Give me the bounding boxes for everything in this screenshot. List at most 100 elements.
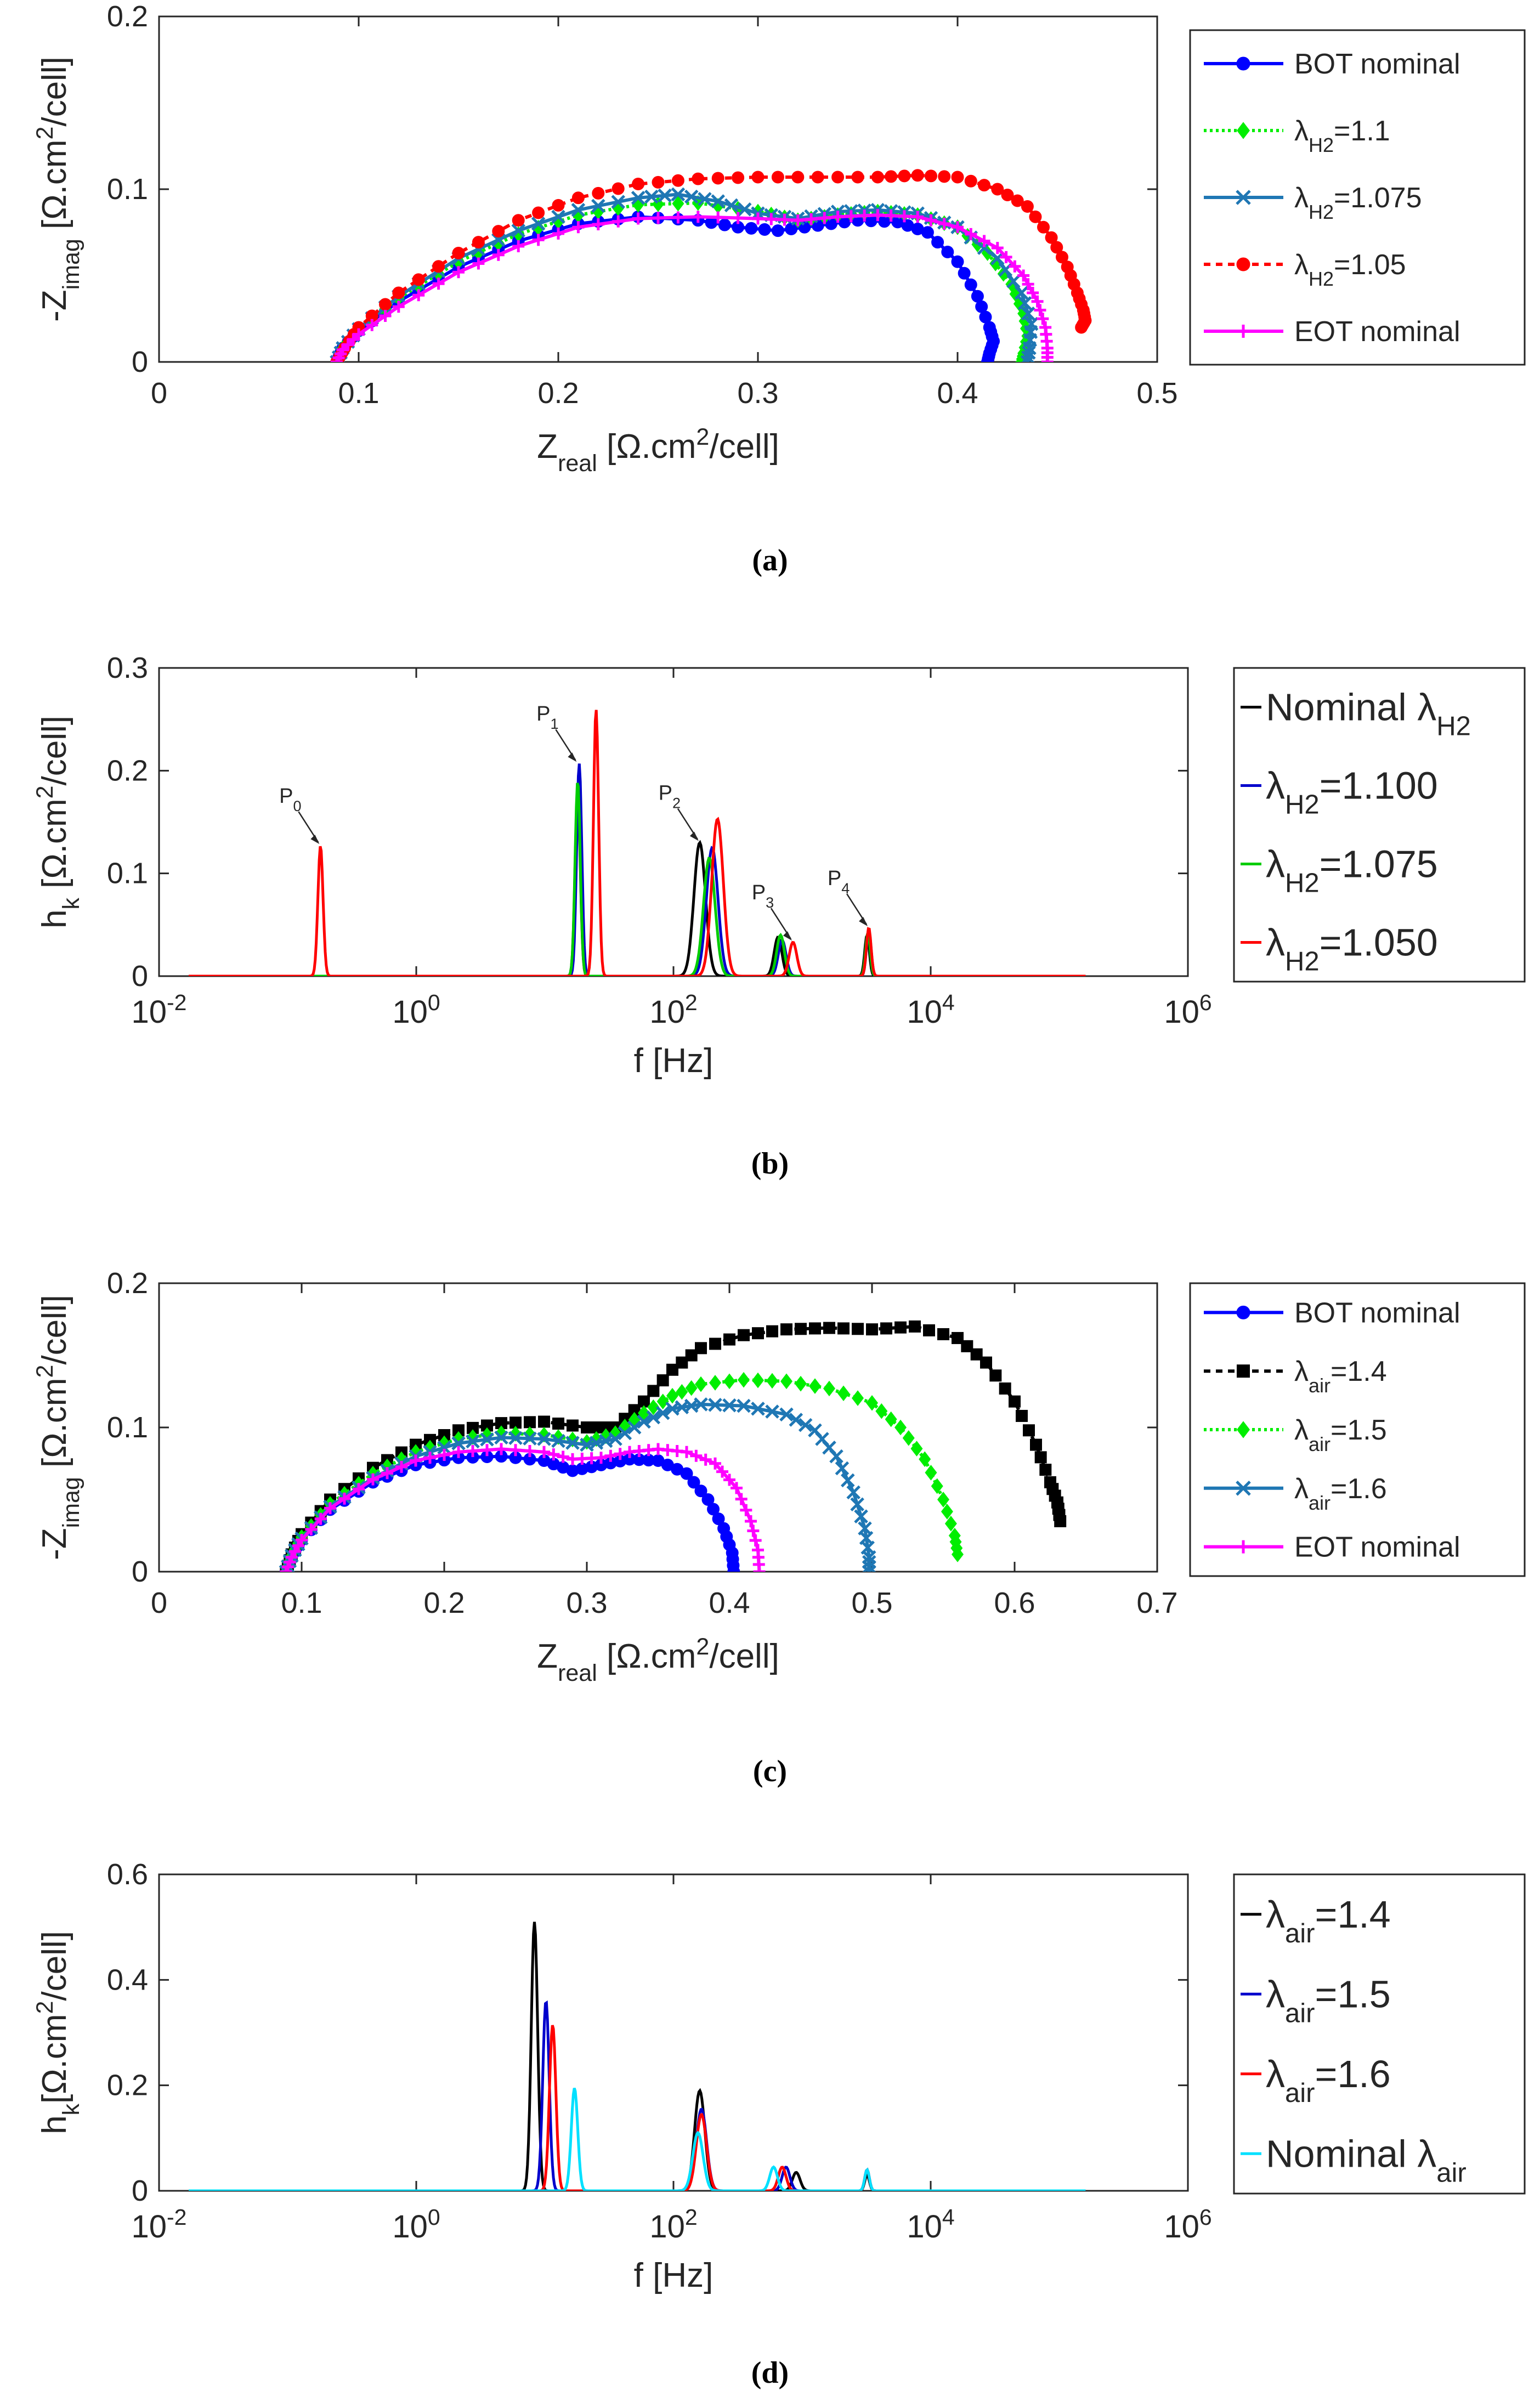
data-point bbox=[925, 1465, 937, 1481]
x-tick-label: 0.3 bbox=[566, 1586, 607, 1619]
data-point bbox=[1045, 231, 1058, 244]
data-point bbox=[581, 1434, 593, 1450]
x-tick-label: 10-2 bbox=[132, 990, 187, 1030]
data-point bbox=[432, 277, 445, 290]
data-point bbox=[1014, 286, 1029, 300]
data-point bbox=[353, 1483, 365, 1495]
data-point bbox=[676, 1384, 688, 1400]
y-tick-label: 0.1 bbox=[107, 1411, 148, 1444]
data-point bbox=[980, 1356, 992, 1369]
legend-label: λH2=1.050 bbox=[1266, 921, 1438, 977]
data-point bbox=[551, 209, 565, 224]
data-point bbox=[875, 1403, 888, 1419]
x-axis-label: Zreal [Ω.cm2/cell] bbox=[537, 1634, 779, 1686]
data-point bbox=[871, 171, 884, 184]
chart-a: 0 0.1 0.2 0.3 0.4 0.5 0 0.1 0.2 Zreal [Ω.cm2/cell… bbox=[32, 0, 1526, 577]
data-point bbox=[671, 174, 684, 187]
data-point bbox=[632, 178, 645, 191]
data-point bbox=[1039, 1464, 1052, 1476]
data-point bbox=[571, 191, 585, 205]
data-point bbox=[866, 1323, 878, 1336]
data-point bbox=[638, 1405, 650, 1421]
data-point bbox=[592, 218, 604, 231]
data-point bbox=[766, 1373, 778, 1389]
data-point bbox=[910, 1441, 923, 1457]
legend-box bbox=[1233, 1873, 1526, 2195]
annotation-label: P3 bbox=[752, 881, 774, 911]
data-point bbox=[532, 220, 545, 236]
data-point bbox=[438, 1448, 450, 1461]
data-point bbox=[923, 1324, 935, 1336]
data-point bbox=[718, 218, 731, 231]
data-point bbox=[831, 211, 844, 223]
x-tick-label: 106 bbox=[1164, 990, 1211, 1030]
data-point bbox=[779, 1407, 794, 1422]
data-point bbox=[565, 1436, 580, 1450]
data-point bbox=[937, 1492, 949, 1508]
data-point bbox=[567, 1419, 579, 1432]
data-point bbox=[999, 1382, 1011, 1395]
data-point bbox=[851, 171, 864, 184]
legend-marker bbox=[1236, 1305, 1250, 1319]
data-point bbox=[547, 1448, 560, 1461]
x-tick-label: 0.5 bbox=[851, 1586, 892, 1619]
data-point bbox=[837, 1385, 850, 1402]
data-point bbox=[524, 1416, 536, 1429]
data-point bbox=[305, 1523, 318, 1535]
data-point bbox=[481, 1427, 493, 1443]
data-point bbox=[723, 1373, 735, 1390]
data-point bbox=[731, 1482, 743, 1494]
data-point bbox=[658, 188, 672, 203]
series-line bbox=[335, 173, 1088, 362]
data-point bbox=[692, 172, 705, 185]
data-point bbox=[692, 211, 704, 223]
legend-marker bbox=[1236, 56, 1250, 71]
data-point bbox=[1055, 251, 1068, 264]
data-point bbox=[771, 171, 784, 184]
plot-area bbox=[158, 1873, 1189, 2192]
data-point bbox=[952, 1331, 964, 1344]
data-point bbox=[632, 197, 644, 213]
data-point bbox=[627, 1420, 642, 1435]
data-point bbox=[1021, 307, 1035, 321]
data-point bbox=[532, 206, 545, 219]
data-point bbox=[571, 203, 586, 217]
data-point bbox=[780, 1373, 792, 1390]
data-point bbox=[854, 1509, 868, 1523]
data-point bbox=[831, 171, 845, 184]
x-tick-label: 0.1 bbox=[281, 1586, 322, 1619]
data-point bbox=[690, 1449, 703, 1462]
data-point bbox=[699, 1453, 712, 1466]
data-point bbox=[951, 255, 964, 268]
data-point bbox=[850, 1497, 864, 1512]
plot-area bbox=[158, 667, 1189, 977]
legend: BOT nominal λH2=1.1 λH2=1.075 λH2=1.05 EOT n… bbox=[1189, 29, 1526, 366]
data-point bbox=[644, 189, 659, 204]
data-point bbox=[353, 328, 365, 341]
data-point bbox=[611, 195, 625, 209]
data-point bbox=[795, 1323, 807, 1335]
data-point bbox=[672, 211, 684, 224]
data-point bbox=[738, 1329, 750, 1341]
data-point bbox=[412, 273, 425, 286]
data-point bbox=[1006, 274, 1021, 288]
data-point bbox=[672, 195, 684, 212]
data-point bbox=[592, 186, 605, 200]
data-point bbox=[1021, 200, 1034, 213]
data-point bbox=[1009, 1395, 1021, 1408]
data-point bbox=[524, 1444, 536, 1457]
data-point bbox=[798, 1418, 813, 1432]
data-point bbox=[412, 278, 425, 294]
x-tick-label: 104 bbox=[907, 2205, 954, 2245]
data-point bbox=[938, 218, 950, 230]
data-point bbox=[395, 1460, 407, 1473]
data-point bbox=[379, 298, 392, 311]
data-point bbox=[712, 1512, 725, 1526]
x-axis-label: f [Hz] bbox=[634, 1042, 714, 1080]
data-point bbox=[749, 1534, 762, 1547]
data-point bbox=[608, 1432, 622, 1446]
legend-label: λair=1.6 bbox=[1266, 2053, 1391, 2108]
annotation-arrowhead bbox=[310, 835, 320, 845]
data-point bbox=[379, 310, 392, 322]
